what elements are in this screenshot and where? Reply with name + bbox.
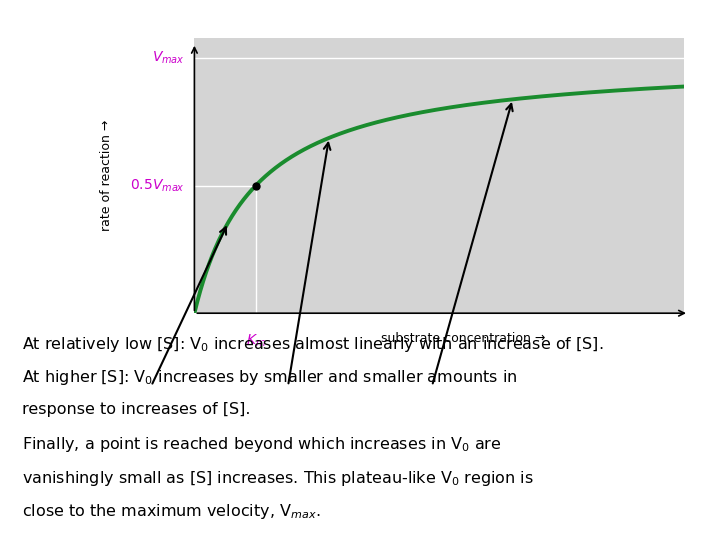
Text: At relatively low [S]: V$_0$ increases almost linearly with an increase of [S].: At relatively low [S]: V$_0$ increases a…	[22, 335, 603, 354]
Text: $V_{max}$: $V_{max}$	[152, 50, 184, 66]
Text: response to increases of [S].: response to increases of [S].	[22, 402, 250, 417]
Text: rate of reaction →: rate of reaction →	[100, 120, 113, 231]
Text: $0.5V_{max}$: $0.5V_{max}$	[130, 178, 184, 194]
Text: $K_m$: $K_m$	[246, 333, 266, 349]
Text: close to the maximum velocity, V$_{max}$.: close to the maximum velocity, V$_{max}$…	[22, 502, 320, 521]
Text: substrate concentration →: substrate concentration →	[382, 333, 546, 346]
Text: vanishingly small as [S] increases. This plateau-like V$_0$ region is: vanishingly small as [S] increases. This…	[22, 469, 534, 488]
Text: Finally, a point is reached beyond which increases in V$_0$ are: Finally, a point is reached beyond which…	[22, 435, 501, 454]
Text: At higher [S]: V$_0$ increases by smaller and smaller amounts in: At higher [S]: V$_0$ increases by smalle…	[22, 368, 517, 387]
